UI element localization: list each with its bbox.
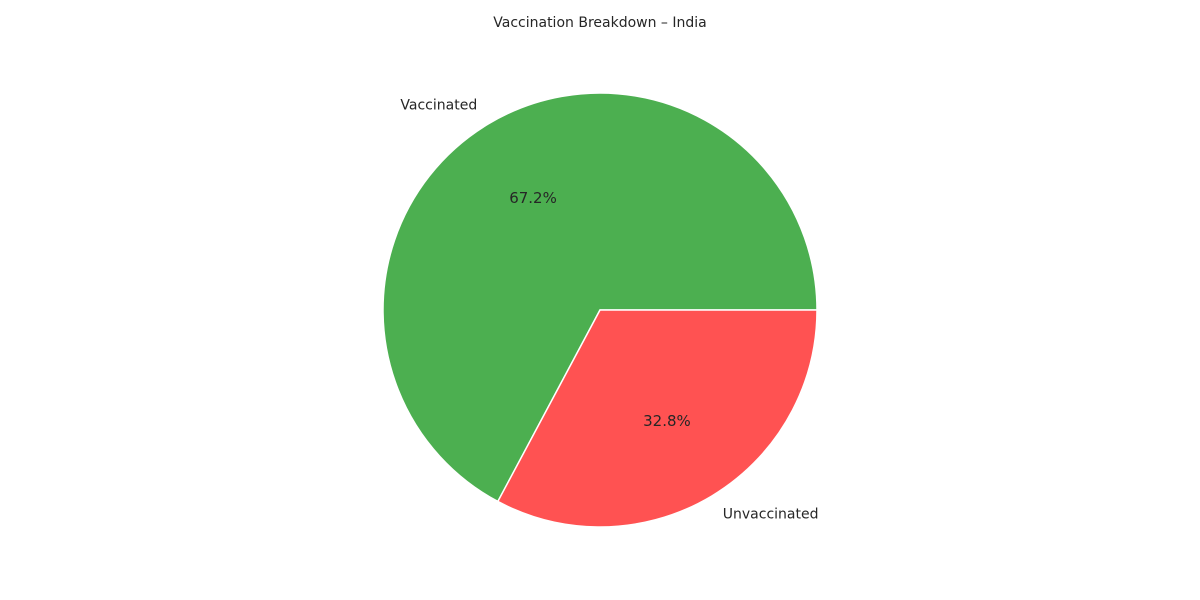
pie-slice-unvaccinated — [496, 309, 818, 528]
slice-label-unvaccinated: Unvaccinated — [723, 507, 819, 523]
chart-title: Vaccination Breakdown – India — [493, 15, 707, 31]
pie-slice-vaccinated — [382, 92, 818, 503]
pct-label-vaccinated: 67.2% — [509, 189, 557, 207]
pct-label-unvaccinated: 32.8% — [643, 412, 691, 430]
slice-label-vaccinated: Vaccinated — [400, 97, 477, 113]
